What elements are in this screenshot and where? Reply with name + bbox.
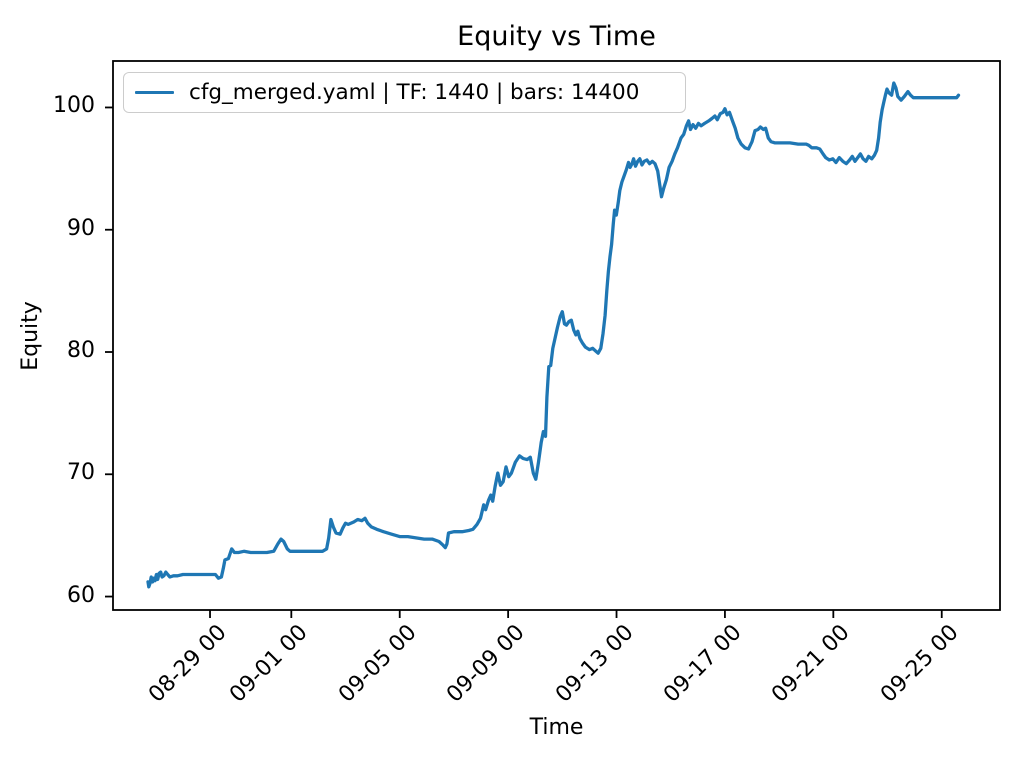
legend-label: cfg_merged.yaml | TF: 1440 | bars: 14400 <box>189 79 640 105</box>
y-tick-label: 100 <box>53 93 95 119</box>
chart-title: Equity vs Time <box>457 21 656 52</box>
y-tick-label: 80 <box>67 338 95 363</box>
y-axis-label: Equity <box>18 301 43 371</box>
equity-series-line <box>146 81 961 589</box>
y-tick-label: 60 <box>67 582 95 608</box>
y-tick-label: 70 <box>67 460 95 486</box>
x-axis-label: Time <box>529 715 584 740</box>
y-tick-label: 90 <box>67 215 95 241</box>
axes-box <box>112 60 1001 611</box>
legend-line-swatch <box>135 90 174 95</box>
legend: cfg_merged.yaml | TF: 1440 | bars: 14400 <box>123 72 686 113</box>
